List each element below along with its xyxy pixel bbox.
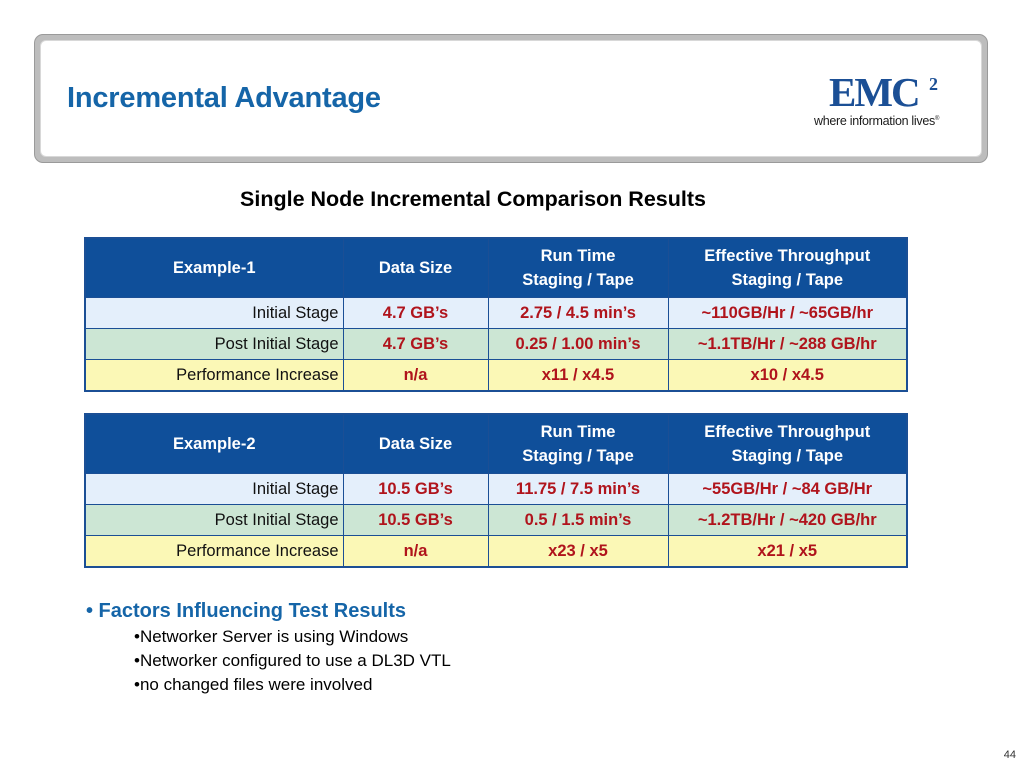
run-time-value: 2.75 / 4.5 min’s — [487, 297, 669, 329]
table-row-performance-increase: Performance Increase n/a x23 / x5 x21 / … — [84, 535, 908, 568]
table-row-performance-increase: Performance Increase n/a x11 / x4.5 x10 … — [84, 359, 908, 392]
data-size-value: 10.5 GB’s — [342, 504, 489, 536]
comparison-table-example-2: Example-2 Data Size Run Time Staging / Ta… — [84, 413, 908, 568]
header-run-time-label: Run Time Staging / Tape — [522, 423, 634, 465]
comparison-table-example-1: Example-1 Data Size Run Time Staging / Ta… — [84, 237, 908, 392]
list-item: •Networker configured to use a DL3D VTL — [134, 651, 451, 670]
header-cell-run-time: Run Time Staging / Tape — [487, 413, 669, 474]
throughput-value: ~55GB/Hr / ~84 GB/Hr — [667, 473, 908, 505]
header-throughput-label: Effective Throughput Staging / Tape — [704, 423, 871, 465]
data-size-value: n/a — [342, 535, 489, 568]
header-cell-data-size: Data Size — [342, 237, 489, 298]
table-row-initial-stage: Initial Stage 4.7 GB’s 2.75 / 4.5 min’s … — [84, 297, 908, 329]
section-title: Single Node Incremental Comparison Resul… — [240, 187, 706, 211]
header-cell-run-time: Run Time Staging / Tape — [487, 237, 669, 298]
header-throughput-label: Effective Throughput Staging / Tape — [704, 247, 871, 289]
factors-section: • Factors Influencing Test Results •Netw… — [86, 600, 451, 697]
throughput-value: x21 / x5 — [667, 535, 908, 568]
throughput-value: ~110GB/Hr / ~65GB/hr — [667, 297, 908, 329]
throughput-value: ~1.1TB/Hr / ~288 GB/hr — [667, 328, 908, 360]
list-item: •Networker Server is using Windows — [134, 627, 409, 646]
header-cell-example: Example-2 — [84, 413, 344, 474]
emc-logo: EMC 2 where information lives® — [814, 69, 954, 129]
run-time-value: x11 / x4.5 — [487, 359, 669, 392]
data-size-value: n/a — [342, 359, 489, 392]
header-cell-data-size: Data Size — [342, 413, 489, 474]
run-time-value: x23 / x5 — [487, 535, 669, 568]
logo-mark: EMC — [829, 69, 921, 115]
slide-title: Incremental Advantage — [67, 82, 381, 114]
table-row-initial-stage: Initial Stage 10.5 GB’s 11.75 / 7.5 min’… — [84, 473, 908, 505]
factors-list: •Networker Server is using Windows •Netw… — [134, 625, 451, 697]
header-cell-example: Example-1 — [84, 237, 344, 298]
table-row-post-initial-stage: Post Initial Stage 10.5 GB’s 0.5 / 1.5 m… — [84, 504, 908, 536]
throughput-value: ~1.2TB/Hr / ~420 GB/hr — [667, 504, 908, 536]
data-size-value: 4.7 GB’s — [342, 297, 489, 329]
table-header-row: Example-2 Data Size Run Time Staging / Ta… — [84, 413, 908, 474]
row-label: Initial Stage — [84, 473, 344, 505]
factors-heading: • Factors Influencing Test Results — [86, 600, 407, 622]
throughput-value: x10 / x4.5 — [667, 359, 908, 392]
header-panel-inner — [40, 40, 982, 157]
header-data-size-label: Data Size — [378, 435, 453, 453]
header-panel — [34, 34, 988, 163]
data-size-value: 10.5 GB’s — [342, 473, 489, 505]
table-row-post-initial-stage: Post Initial Stage 4.7 GB’s 0.25 / 1.00 … — [84, 328, 908, 360]
run-time-value: 0.25 / 1.00 min’s — [487, 328, 669, 360]
header-cell-throughput: Effective Throughput Staging / Tape — [667, 237, 908, 298]
table-header-row: Example-1 Data Size Run Time Staging / Ta… — [84, 237, 908, 298]
header-example-label: Example-2 — [172, 435, 256, 453]
header-run-time-label: Run Time Staging / Tape — [522, 247, 634, 289]
row-label: Performance Increase — [84, 359, 344, 392]
row-label: Initial Stage — [84, 297, 344, 329]
row-label: Post Initial Stage — [84, 504, 344, 536]
run-time-value: 11.75 / 7.5 min’s — [487, 473, 669, 505]
header-example-label: Example-1 — [172, 259, 256, 277]
logo-tagline: where information lives® — [814, 114, 939, 128]
row-label: Post Initial Stage — [84, 328, 344, 360]
list-item: •no changed files were involved — [134, 675, 373, 694]
logo-tagline-text: where information lives — [814, 114, 935, 128]
row-label: Performance Increase — [84, 535, 344, 568]
run-time-value: 0.5 / 1.5 min’s — [487, 504, 669, 536]
header-cell-throughput: Effective Throughput Staging / Tape — [667, 413, 908, 474]
logo-superscript: 2 — [929, 74, 938, 94]
header-data-size-label: Data Size — [378, 259, 453, 277]
data-size-value: 4.7 GB’s — [342, 328, 489, 360]
page-number: 44 — [1003, 749, 1016, 761]
registered-mark: ® — [934, 115, 940, 122]
